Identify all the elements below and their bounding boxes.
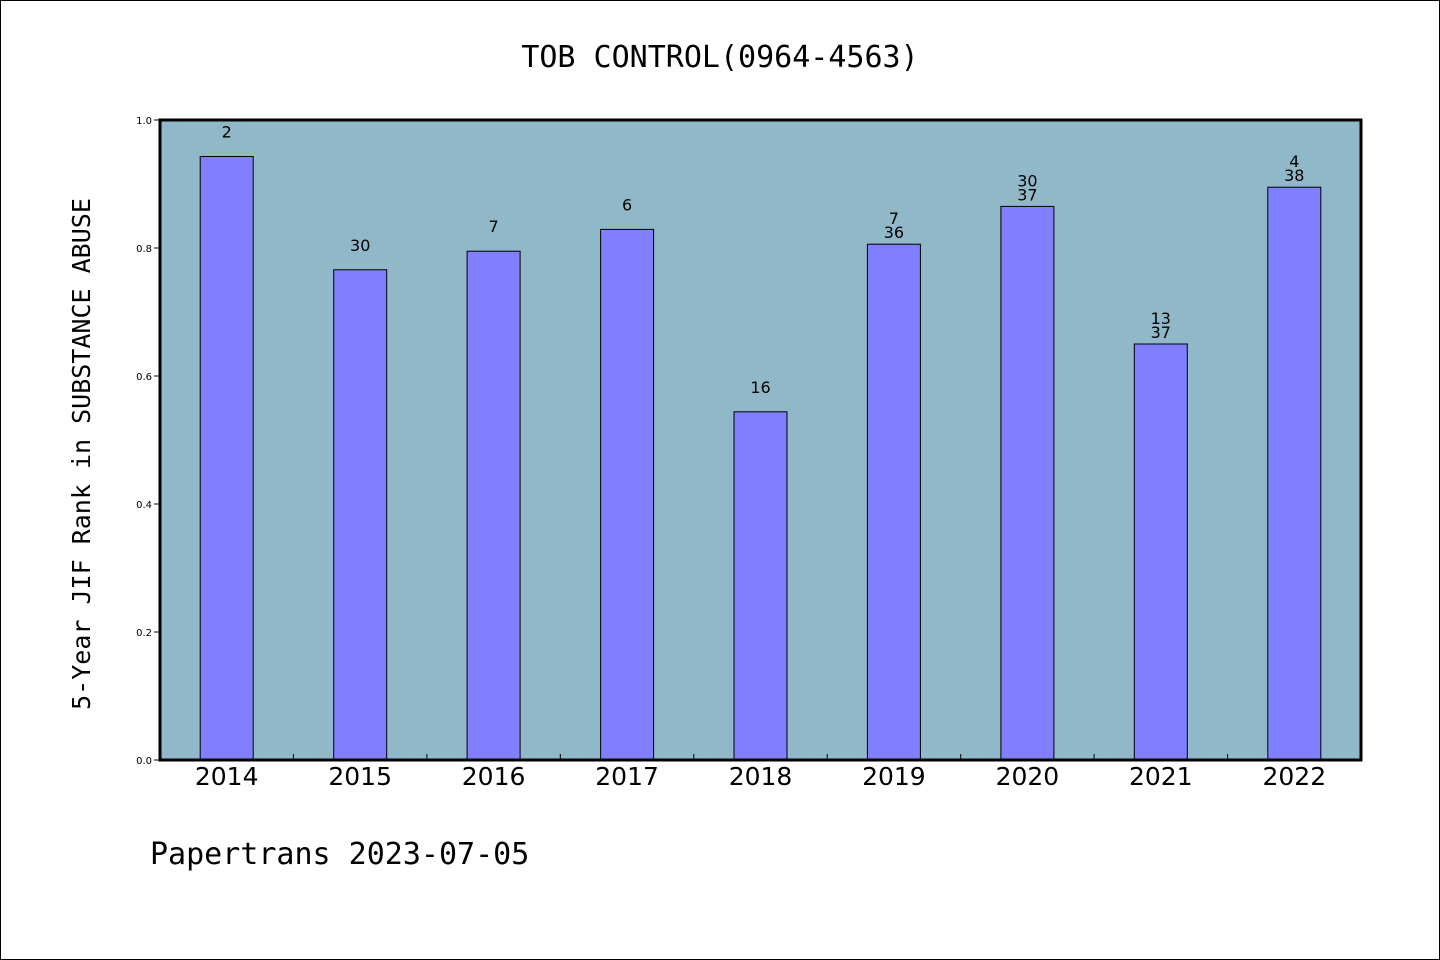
bar-data-label: 13 (1151, 309, 1171, 328)
bar-2016 (466, 250, 521, 761)
bar-2022 (1267, 186, 1322, 761)
y-tick-label: 0.6 (136, 372, 152, 383)
bar-2021 (1133, 343, 1188, 761)
bar-data-label: 7 (889, 209, 899, 228)
y-tick-label: 0.8 (136, 244, 152, 255)
x-tick-label: 2022 (1262, 762, 1326, 791)
x-tick-label: 2015 (328, 762, 392, 791)
y-tick-label: 1.0 (136, 116, 152, 127)
bar-2020 (1000, 205, 1055, 761)
x-tick-label: 2020 (996, 762, 1060, 791)
bar-data-label: 4 (1289, 152, 1299, 171)
bar-2015 (333, 269, 388, 761)
bar-data-label: 36 (884, 223, 904, 242)
y-axis: 0.0 0.2 0.4 0.6 0.8 1.0 (136, 116, 160, 767)
bar-data-label: 6 (622, 195, 632, 214)
bar-data-label: 30 (350, 236, 370, 255)
y-tick-label: 0.0 (136, 756, 152, 767)
x-axis: 2014 2015 2016 2017 2018 2019 2020 2021 2022 (195, 754, 1326, 791)
bars-layer (199, 156, 1322, 761)
x-tick-label: 2017 (595, 762, 659, 791)
bar-data-label: 2 (222, 123, 232, 142)
x-tick-label: 2021 (1129, 762, 1193, 791)
x-tick-label: 2014 (195, 762, 259, 791)
bar-data-label: 37 (1017, 185, 1037, 204)
bar-data-label: 16 (750, 378, 770, 397)
bar-data-label: 30 (1017, 171, 1037, 190)
x-tick-label: 2019 (862, 762, 926, 791)
x-tick-label: 2016 (462, 762, 526, 791)
chart-title: TOB CONTROL(0964-4563) (521, 40, 918, 75)
x-tick-label: 2018 (729, 762, 793, 791)
bar-data-label: 38 (1284, 166, 1304, 185)
y-tick-label: 0.2 (136, 628, 152, 639)
bar-2017 (600, 228, 655, 761)
y-axis-label: 5-Year JIF Rank in SUBSTANCE ABUSE (67, 198, 96, 710)
bar-2019 (866, 243, 921, 761)
bar-2018 (733, 411, 788, 761)
plot-border (158, 118, 1363, 762)
footer-caption: Papertrans 2023-07-05 (150, 837, 529, 872)
y-tick-label: 0.4 (136, 500, 152, 511)
bar-2014 (199, 156, 254, 761)
bar-data-label: 7 (489, 217, 499, 236)
bar-data-label: 37 (1151, 323, 1171, 342)
